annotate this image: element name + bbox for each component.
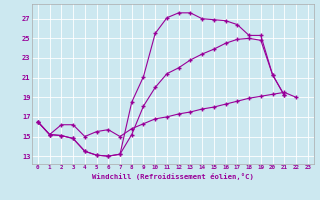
- X-axis label: Windchill (Refroidissement éolien,°C): Windchill (Refroidissement éolien,°C): [92, 173, 254, 180]
